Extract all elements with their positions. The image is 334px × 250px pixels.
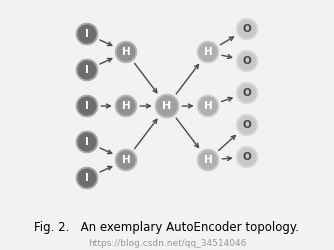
Text: O: O <box>242 24 252 34</box>
Circle shape <box>76 168 98 188</box>
Circle shape <box>236 82 258 103</box>
Text: I: I <box>85 29 89 39</box>
Text: O: O <box>242 120 252 130</box>
Circle shape <box>198 96 218 116</box>
Text: O: O <box>242 88 252 98</box>
Circle shape <box>76 60 98 80</box>
Circle shape <box>76 132 98 152</box>
Text: I: I <box>85 137 89 147</box>
Text: H: H <box>162 101 172 111</box>
Circle shape <box>76 96 98 116</box>
Text: H: H <box>204 155 212 165</box>
Text: Fig. 2.   An exemplary AutoEncoder topology.: Fig. 2. An exemplary AutoEncoder topolog… <box>34 221 300 234</box>
Text: I: I <box>85 101 89 111</box>
Circle shape <box>116 42 136 62</box>
Text: O: O <box>242 56 252 66</box>
Text: H: H <box>122 155 130 165</box>
Circle shape <box>156 94 178 118</box>
Text: I: I <box>85 65 89 75</box>
Circle shape <box>76 24 98 44</box>
Text: H: H <box>204 101 212 111</box>
Text: H: H <box>122 47 130 57</box>
Circle shape <box>116 150 136 171</box>
Text: H: H <box>122 101 130 111</box>
Text: https://blog.csdn.net/qq_34514046: https://blog.csdn.net/qq_34514046 <box>88 239 246 248</box>
Text: H: H <box>204 47 212 57</box>
Circle shape <box>236 18 258 40</box>
Circle shape <box>236 146 258 168</box>
Circle shape <box>198 150 218 171</box>
Text: O: O <box>242 152 252 162</box>
Circle shape <box>198 42 218 62</box>
Circle shape <box>116 96 136 116</box>
Circle shape <box>236 50 258 71</box>
Circle shape <box>236 114 258 136</box>
Text: I: I <box>85 173 89 183</box>
